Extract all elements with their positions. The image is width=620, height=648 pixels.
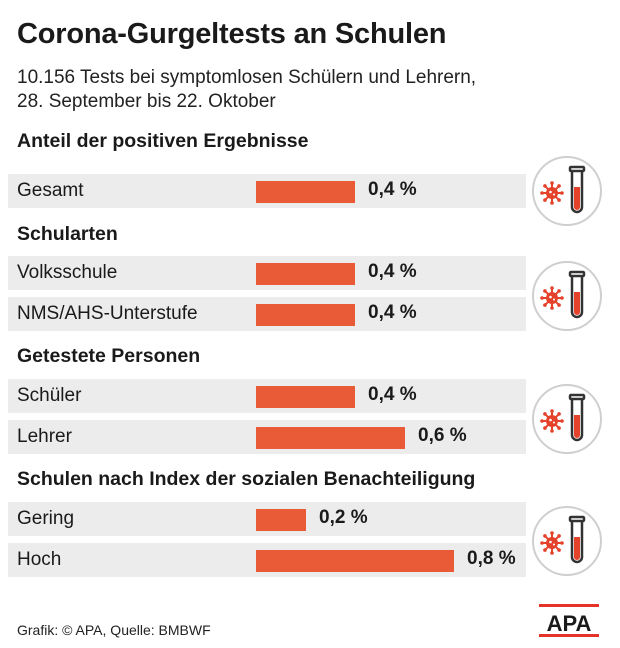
bar-value-label: 0,4 % xyxy=(368,179,417,200)
bar xyxy=(256,509,306,531)
bar-value-label: 0,4 % xyxy=(368,261,417,282)
virus-test-tube-icon xyxy=(531,260,603,332)
section-title-sozialindex: Schulen nach Index der sozialen Benachte… xyxy=(17,468,476,490)
bar-value-label: 0,6 % xyxy=(418,425,467,446)
bar-value-label: 0,4 % xyxy=(368,302,417,323)
bar-label: Lehrer xyxy=(17,426,72,447)
virus-test-tube-icon xyxy=(531,505,603,577)
bar xyxy=(256,304,355,326)
section-title-personen: Getestete Personen xyxy=(17,345,201,367)
chart-title: Corona-Gurgeltests an Schulen xyxy=(17,18,447,50)
bar-row-schueler: Schüler 0,4 % xyxy=(8,379,526,413)
bar xyxy=(256,386,355,408)
bar-row-volksschule: Volksschule 0,4 % xyxy=(8,256,526,290)
virus-test-tube-icon xyxy=(531,155,603,227)
bar-row-hoch: Hoch 0,8 % xyxy=(8,543,526,577)
apa-logo-text: APA xyxy=(547,611,592,636)
bar xyxy=(256,427,405,449)
bar-label: Gesamt xyxy=(17,180,84,201)
bar xyxy=(256,263,355,285)
bar-label: Gering xyxy=(17,508,75,529)
bar-row-gering: Gering 0,2 % xyxy=(8,502,526,536)
bar-value-label: 0,4 % xyxy=(368,384,417,405)
subtitle-line-1: 10.156 Tests bei symptomlosen Schülern u… xyxy=(17,67,477,88)
bar-label: NMS/AHS-Unterstufe xyxy=(17,303,198,324)
bar xyxy=(256,181,355,203)
bar-row-lehrer: Lehrer 0,6 % xyxy=(8,420,526,454)
bar-label: Schüler xyxy=(17,385,82,406)
chart-subtitle: 10.156 Tests bei symptomlosen Schülern u… xyxy=(17,66,476,114)
subtitle-line-2: 28. September bis 22. Oktober xyxy=(17,91,276,112)
bar-row-nms-ahs: NMS/AHS-Unterstufe 0,4 % xyxy=(8,297,526,331)
section-title-positive: Anteil der positiven Ergebnisse xyxy=(17,130,309,152)
bar-label: Hoch xyxy=(17,549,62,570)
bar xyxy=(256,550,454,572)
bar-value-label: 0,8 % xyxy=(467,548,516,569)
bar-row-gesamt: Gesamt 0,4 % xyxy=(8,174,526,208)
apa-logo: APA xyxy=(539,604,599,637)
bar-value-label: 0,2 % xyxy=(319,507,368,528)
section-title-schularten: Schularten xyxy=(17,223,118,245)
source-credit: Grafik: © APA, Quelle: BMBWF xyxy=(17,622,211,638)
bar-label: Volksschule xyxy=(17,262,118,283)
virus-test-tube-icon xyxy=(531,383,603,455)
